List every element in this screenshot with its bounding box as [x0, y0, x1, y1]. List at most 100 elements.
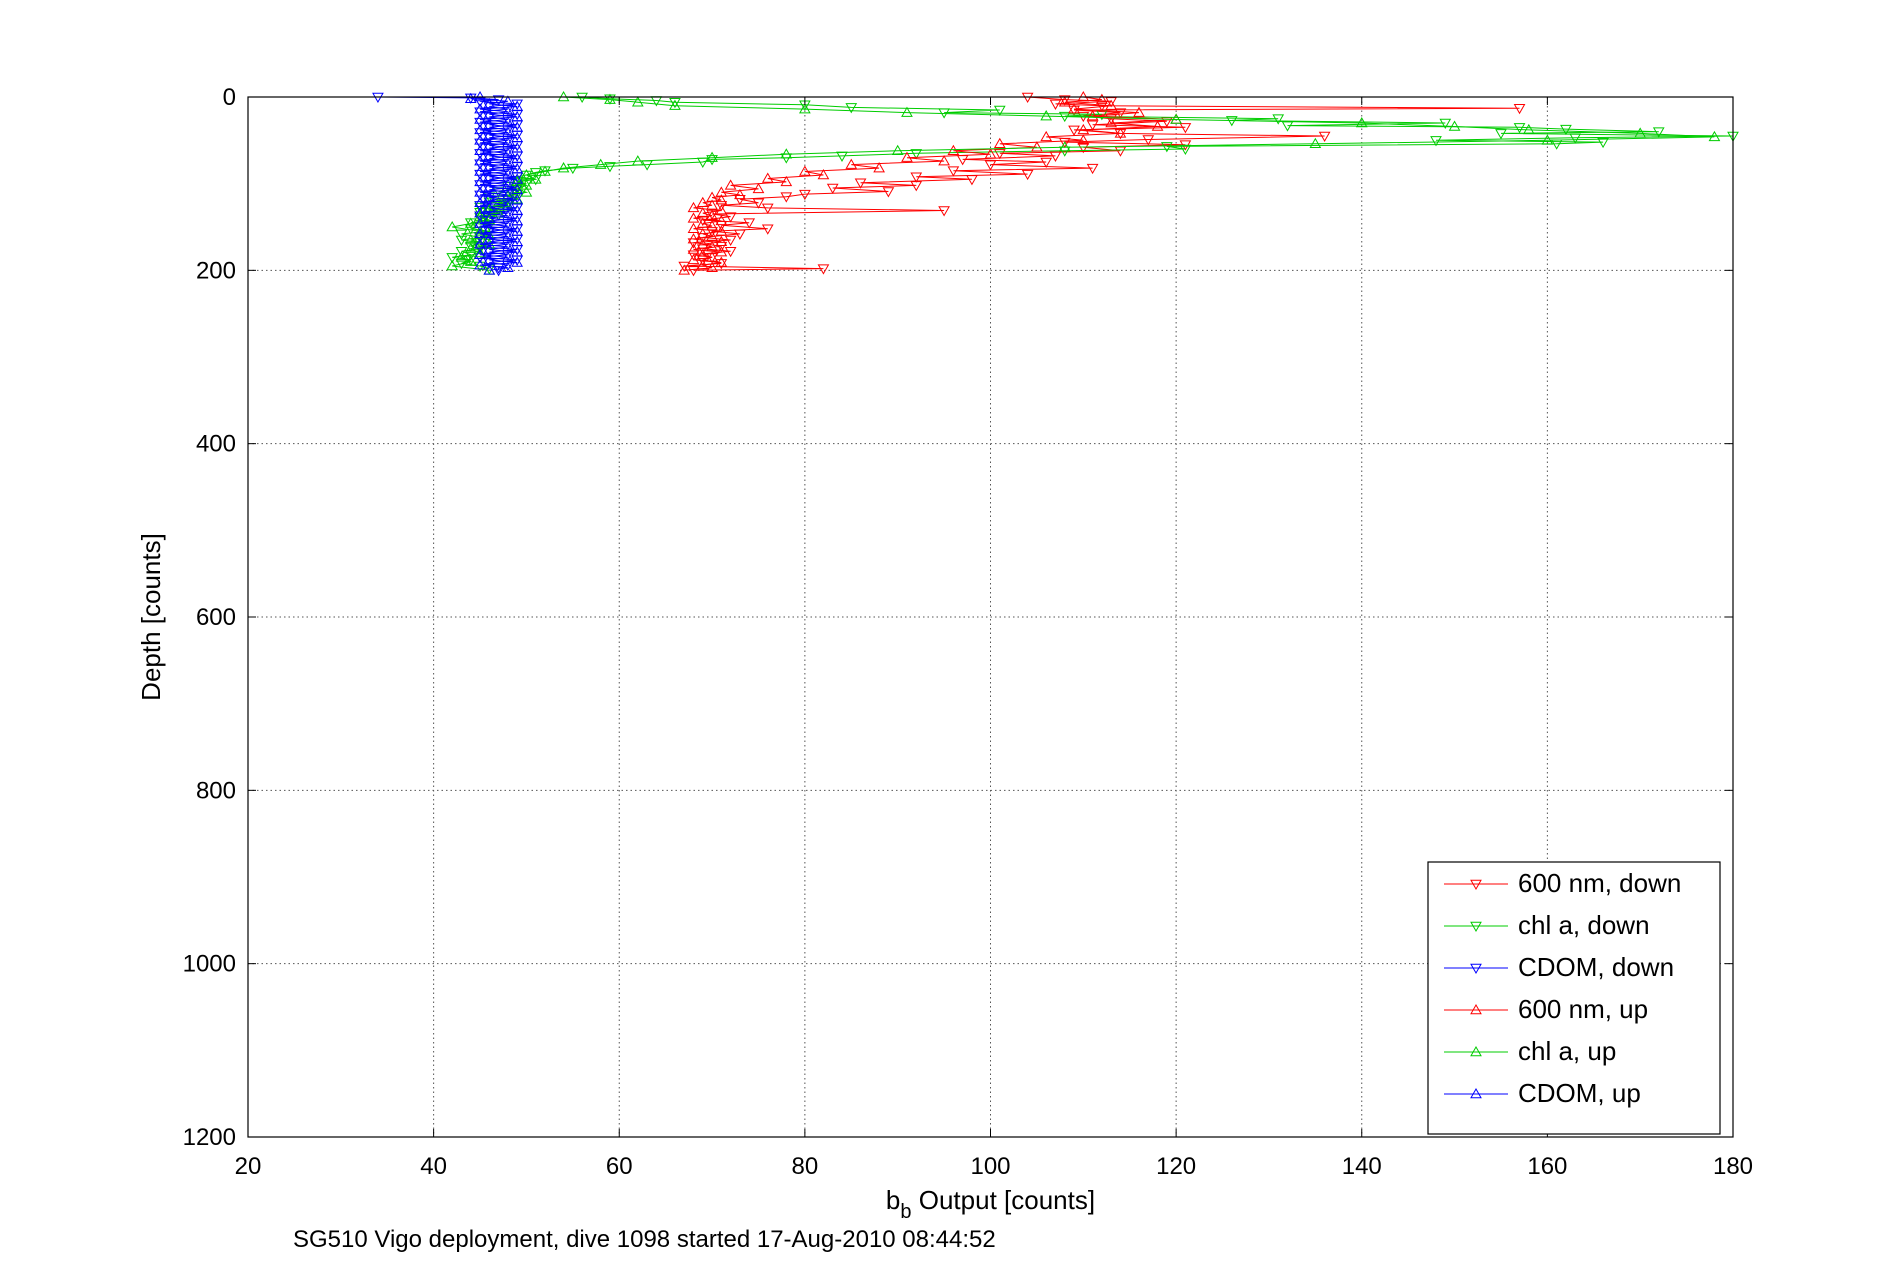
x-tick-label: 160	[1527, 1153, 1567, 1180]
y-tick-label: 1000	[183, 951, 236, 978]
data-point	[1430, 136, 1442, 147]
data-point	[984, 148, 997, 159]
data-point	[529, 173, 542, 184]
data-point	[1272, 114, 1285, 125]
data-point	[1058, 96, 1071, 107]
data-point	[483, 243, 496, 254]
data-point	[474, 134, 486, 145]
data-point	[474, 202, 486, 214]
data-point	[1068, 125, 1080, 136]
data-point	[483, 154, 496, 165]
data-point	[464, 233, 477, 245]
legend-label: CDOM, up	[1518, 1078, 1641, 1108]
data-point	[511, 99, 524, 110]
data-point	[696, 244, 709, 255]
data-point	[502, 126, 514, 137]
data-point	[483, 216, 496, 227]
data-point	[1652, 127, 1665, 138]
data-point	[696, 227, 709, 239]
data-point	[687, 253, 700, 265]
data-point	[706, 155, 718, 166]
data-point	[752, 198, 765, 209]
x-tick-label: 100	[970, 1153, 1010, 1180]
data-point	[706, 251, 718, 262]
data-point	[474, 169, 486, 181]
data-point	[483, 164, 496, 175]
legend-item: 600 nm, down	[1444, 868, 1681, 898]
data-point	[557, 162, 570, 173]
data-point	[474, 244, 486, 255]
data-point	[474, 113, 486, 124]
data-point	[826, 183, 839, 195]
data-point	[706, 240, 718, 252]
legend-item: chl a, down	[1444, 910, 1650, 940]
data-point	[594, 158, 607, 169]
data-point	[502, 168, 514, 179]
data-point	[882, 187, 895, 198]
data-point	[956, 155, 969, 166]
data-point	[474, 107, 486, 118]
legend-item: CDOM, down	[1444, 952, 1674, 982]
data-point	[696, 215, 709, 227]
data-point	[1318, 131, 1331, 143]
data-point	[372, 92, 384, 104]
data-point	[502, 199, 514, 210]
data-point	[1708, 130, 1721, 142]
data-point	[817, 168, 830, 180]
data-point	[1513, 104, 1526, 115]
data-point	[502, 251, 514, 262]
data-point	[1068, 105, 1080, 117]
data-point	[483, 97, 496, 109]
y-tick-label: 0	[223, 84, 236, 111]
data-point	[474, 259, 486, 270]
data-point	[734, 195, 746, 206]
data-point	[483, 118, 496, 129]
data-point	[845, 158, 858, 169]
data-point	[502, 157, 514, 168]
data-point	[1040, 110, 1053, 121]
data-point	[483, 212, 496, 223]
data-point	[1021, 92, 1034, 104]
data-point	[715, 225, 728, 236]
data-point	[1151, 120, 1164, 131]
data-point	[446, 259, 459, 271]
data-point	[799, 103, 811, 114]
data-point	[474, 225, 486, 236]
data-point	[483, 195, 496, 207]
data-point	[1569, 133, 1582, 144]
data-point	[1541, 134, 1554, 145]
y-tick-label: 800	[196, 777, 236, 804]
data-point	[1309, 137, 1322, 149]
data-point	[715, 201, 728, 212]
legend-item: 600 nm, up	[1444, 994, 1648, 1024]
data-point	[557, 90, 570, 102]
data-point	[780, 192, 793, 203]
data-point	[752, 182, 765, 194]
data-point	[1105, 116, 1118, 128]
data-point	[474, 201, 486, 212]
y-tick-label: 1200	[183, 1124, 236, 1151]
data-point	[464, 217, 477, 228]
legend-box	[1427, 861, 1721, 1135]
data-point	[1448, 120, 1461, 131]
data-point	[474, 248, 486, 259]
data-point	[483, 102, 496, 113]
data-point	[631, 96, 644, 107]
data-point	[696, 196, 709, 207]
data-point	[502, 178, 514, 189]
data-point	[715, 246, 728, 257]
y-axis-label: Depth [counts]	[136, 533, 166, 701]
legend-label: 600 nm, up	[1518, 994, 1648, 1024]
data-point	[706, 209, 718, 220]
data-point	[799, 189, 811, 201]
data-point	[474, 207, 486, 218]
data-point	[483, 123, 496, 134]
x-tick-label: 40	[420, 1153, 447, 1180]
y-tick-label: 600	[196, 604, 236, 631]
data-point	[631, 155, 644, 166]
data-point	[474, 217, 486, 228]
series-line	[684, 96, 1520, 271]
x-tick-label: 60	[606, 1153, 633, 1180]
data-point	[1086, 163, 1099, 175]
